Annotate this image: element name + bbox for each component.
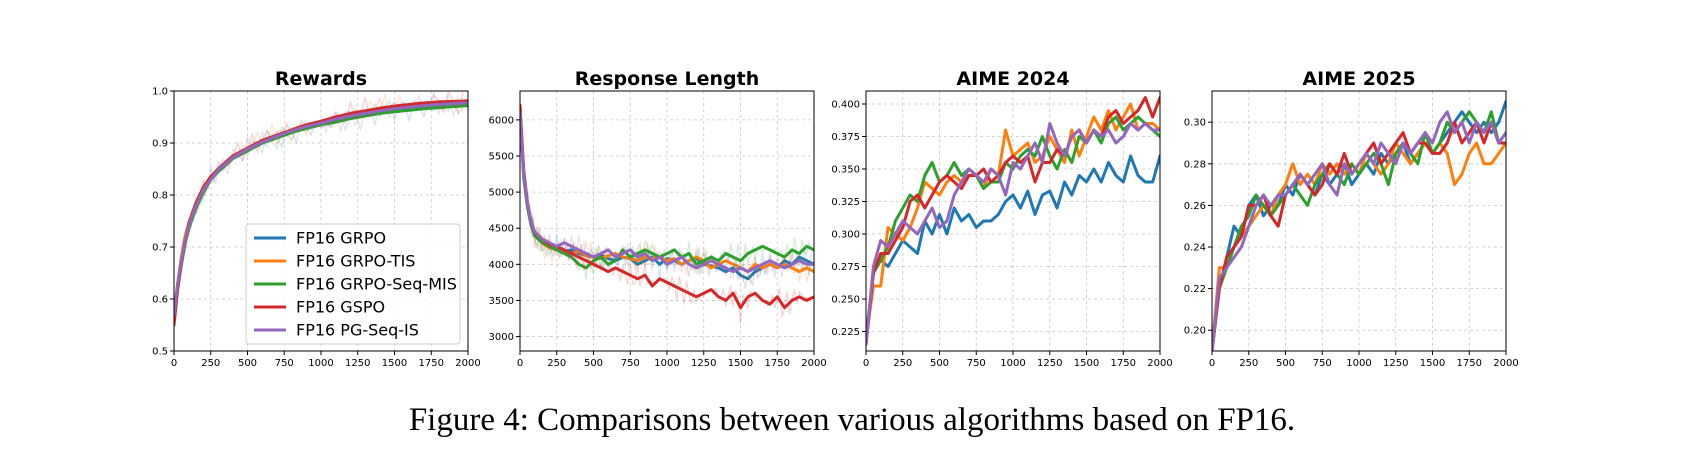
x-tick-label: 1000 <box>308 358 333 369</box>
x-tick-label: 500 <box>930 358 949 369</box>
y-tick-label: 0.22 <box>1184 284 1206 295</box>
x-tick-label: 1000 <box>654 358 679 369</box>
panel-rewards: 0 250 500 750 1000 1250 1500 1750 2000 0.5 0.6 0.7 0… <box>152 68 481 369</box>
x-tick-label: 1750 <box>1457 358 1482 369</box>
x-tick-label: 0 <box>1209 358 1215 369</box>
y-tick-label: 0.26 <box>1184 201 1206 212</box>
y-tick-label: 0.275 <box>831 262 860 273</box>
y-tick-label: 3000 <box>489 332 514 343</box>
legend-label-fp16-pg-seq-is: FP16 PG-Seq-IS <box>296 321 419 340</box>
x-tick-label: 1750 <box>419 358 444 369</box>
y-tick-label: 0.20 <box>1184 326 1206 337</box>
x-tick-label: 1000 <box>1346 358 1371 369</box>
series-line-fp16-pg-seq-is <box>1212 110 1506 351</box>
x-tick-label: 1000 <box>1000 358 1025 369</box>
series-line-fp16-pg-seq-is <box>520 111 814 274</box>
series-group <box>1212 99 1506 351</box>
y-tick-label: 0.250 <box>831 295 860 306</box>
x-tick-label: 500 <box>584 358 603 369</box>
x-tick-label: 1250 <box>1383 358 1408 369</box>
panel-aime-2024: 0 250 500 750 1000 1250 1500 1750 2000 0.225 0.250… <box>831 68 1172 369</box>
x-tick-label: 0 <box>171 358 177 369</box>
y-tick-label: 0.8 <box>152 191 168 202</box>
y-tick-label: 3500 <box>489 296 514 307</box>
series-group <box>866 96 1160 346</box>
x-tick-label: 0 <box>863 358 869 369</box>
figure-caption: Figure 4: Comparisons between various al… <box>408 402 1296 438</box>
x-tick-label: 750 <box>275 358 294 369</box>
series-noise-fp16-grpo <box>520 112 813 289</box>
y-tick-label: 0.225 <box>831 327 860 338</box>
x-tick-label: 1250 <box>1037 358 1062 369</box>
x-tick-label: 1250 <box>691 358 716 369</box>
x-tick-label: 1750 <box>765 358 790 369</box>
panel-title: AIME 2024 <box>956 68 1069 90</box>
y-tick-label: 0.325 <box>831 197 860 208</box>
x-tick-label: 250 <box>201 358 220 369</box>
x-tick-label: 750 <box>967 358 986 369</box>
x-tick-label: 1500 <box>1420 358 1445 369</box>
y-tick-label: 0.400 <box>831 100 860 111</box>
x-tick-label: 1500 <box>382 358 407 369</box>
x-tick-label: 750 <box>621 358 640 369</box>
x-tick-label: 2000 <box>801 358 826 369</box>
legend-label-fp16-grpo-seq-mis: FP16 GRPO-Seq-MIS <box>296 275 457 294</box>
x-tick-label: 250 <box>893 358 912 369</box>
x-tick-label: 1500 <box>728 358 753 369</box>
y-tick-label: 1.0 <box>152 87 168 98</box>
series-noise-fp16-gspo <box>520 105 812 324</box>
legend-box <box>245 223 461 345</box>
panel-response-length: 0 250 500 750 1000 1250 1500 1750 2000 3000 3500 40… <box>489 68 827 369</box>
y-tick-label: 0.6 <box>152 295 168 306</box>
x-tick-label: 2000 <box>1147 358 1172 369</box>
series-group <box>174 91 468 327</box>
y-tick-label: 0.30 <box>1184 118 1206 129</box>
series-line-fp16-gspo <box>866 96 1160 346</box>
panel-aime-2025: 0 250 500 750 1000 1250 1500 1750 2000 0.20 0.22 0.… <box>1184 68 1519 369</box>
x-tick-label: 250 <box>547 358 566 369</box>
legend-label-fp16-gspo: FP16 GSPO <box>296 298 385 317</box>
series-group <box>520 96 814 324</box>
panel-title: Response Length <box>575 68 760 90</box>
legend-label-fp16-grpo: FP16 GRPO <box>296 229 386 248</box>
x-tick-label: 750 <box>1313 358 1332 369</box>
y-tick-label: 0.9 <box>152 139 168 150</box>
x-tick-label: 1250 <box>345 358 370 369</box>
legend-label-fp16-grpo-tis: FP16 GRPO-TIS <box>296 252 415 271</box>
x-tick-label: 1500 <box>1074 358 1099 369</box>
x-tick-label: 2000 <box>455 358 480 369</box>
y-tick-label: 5000 <box>489 188 514 199</box>
y-tick-label: 6000 <box>489 115 514 126</box>
panel-title: Rewards <box>275 68 367 90</box>
panel-title: AIME 2025 <box>1302 68 1415 90</box>
x-tick-label: 0 <box>517 358 523 369</box>
x-tick-label: 500 <box>1276 358 1295 369</box>
x-tick-label: 500 <box>238 358 257 369</box>
y-tick-label: 0.350 <box>831 165 860 176</box>
y-tick-label: 0.28 <box>1184 159 1206 170</box>
x-tick-label: 2000 <box>1493 358 1518 369</box>
y-tick-label: 4500 <box>489 224 514 235</box>
y-tick-label: 5500 <box>489 152 514 163</box>
y-tick-label: 4000 <box>489 260 514 271</box>
legend: FP16 GRPO FP16 GRPO-TIS FP16 GRPO-Seq-MIS F… <box>245 223 461 345</box>
y-tick-label: 0.7 <box>152 243 168 254</box>
y-tick-label: 0.300 <box>831 230 860 241</box>
y-tick-label: 0.375 <box>831 132 860 143</box>
x-tick-label: 250 <box>1239 358 1258 369</box>
y-tick-label: 0.24 <box>1184 243 1206 254</box>
series-line-fp16-pg-seq-is <box>866 122 1160 346</box>
series-line-fp16-pg-seq-is <box>174 101 468 317</box>
x-tick-label: 1750 <box>1111 358 1136 369</box>
y-tick-label: 0.5 <box>152 347 168 358</box>
series-line-fp16-grpo <box>866 154 1160 346</box>
